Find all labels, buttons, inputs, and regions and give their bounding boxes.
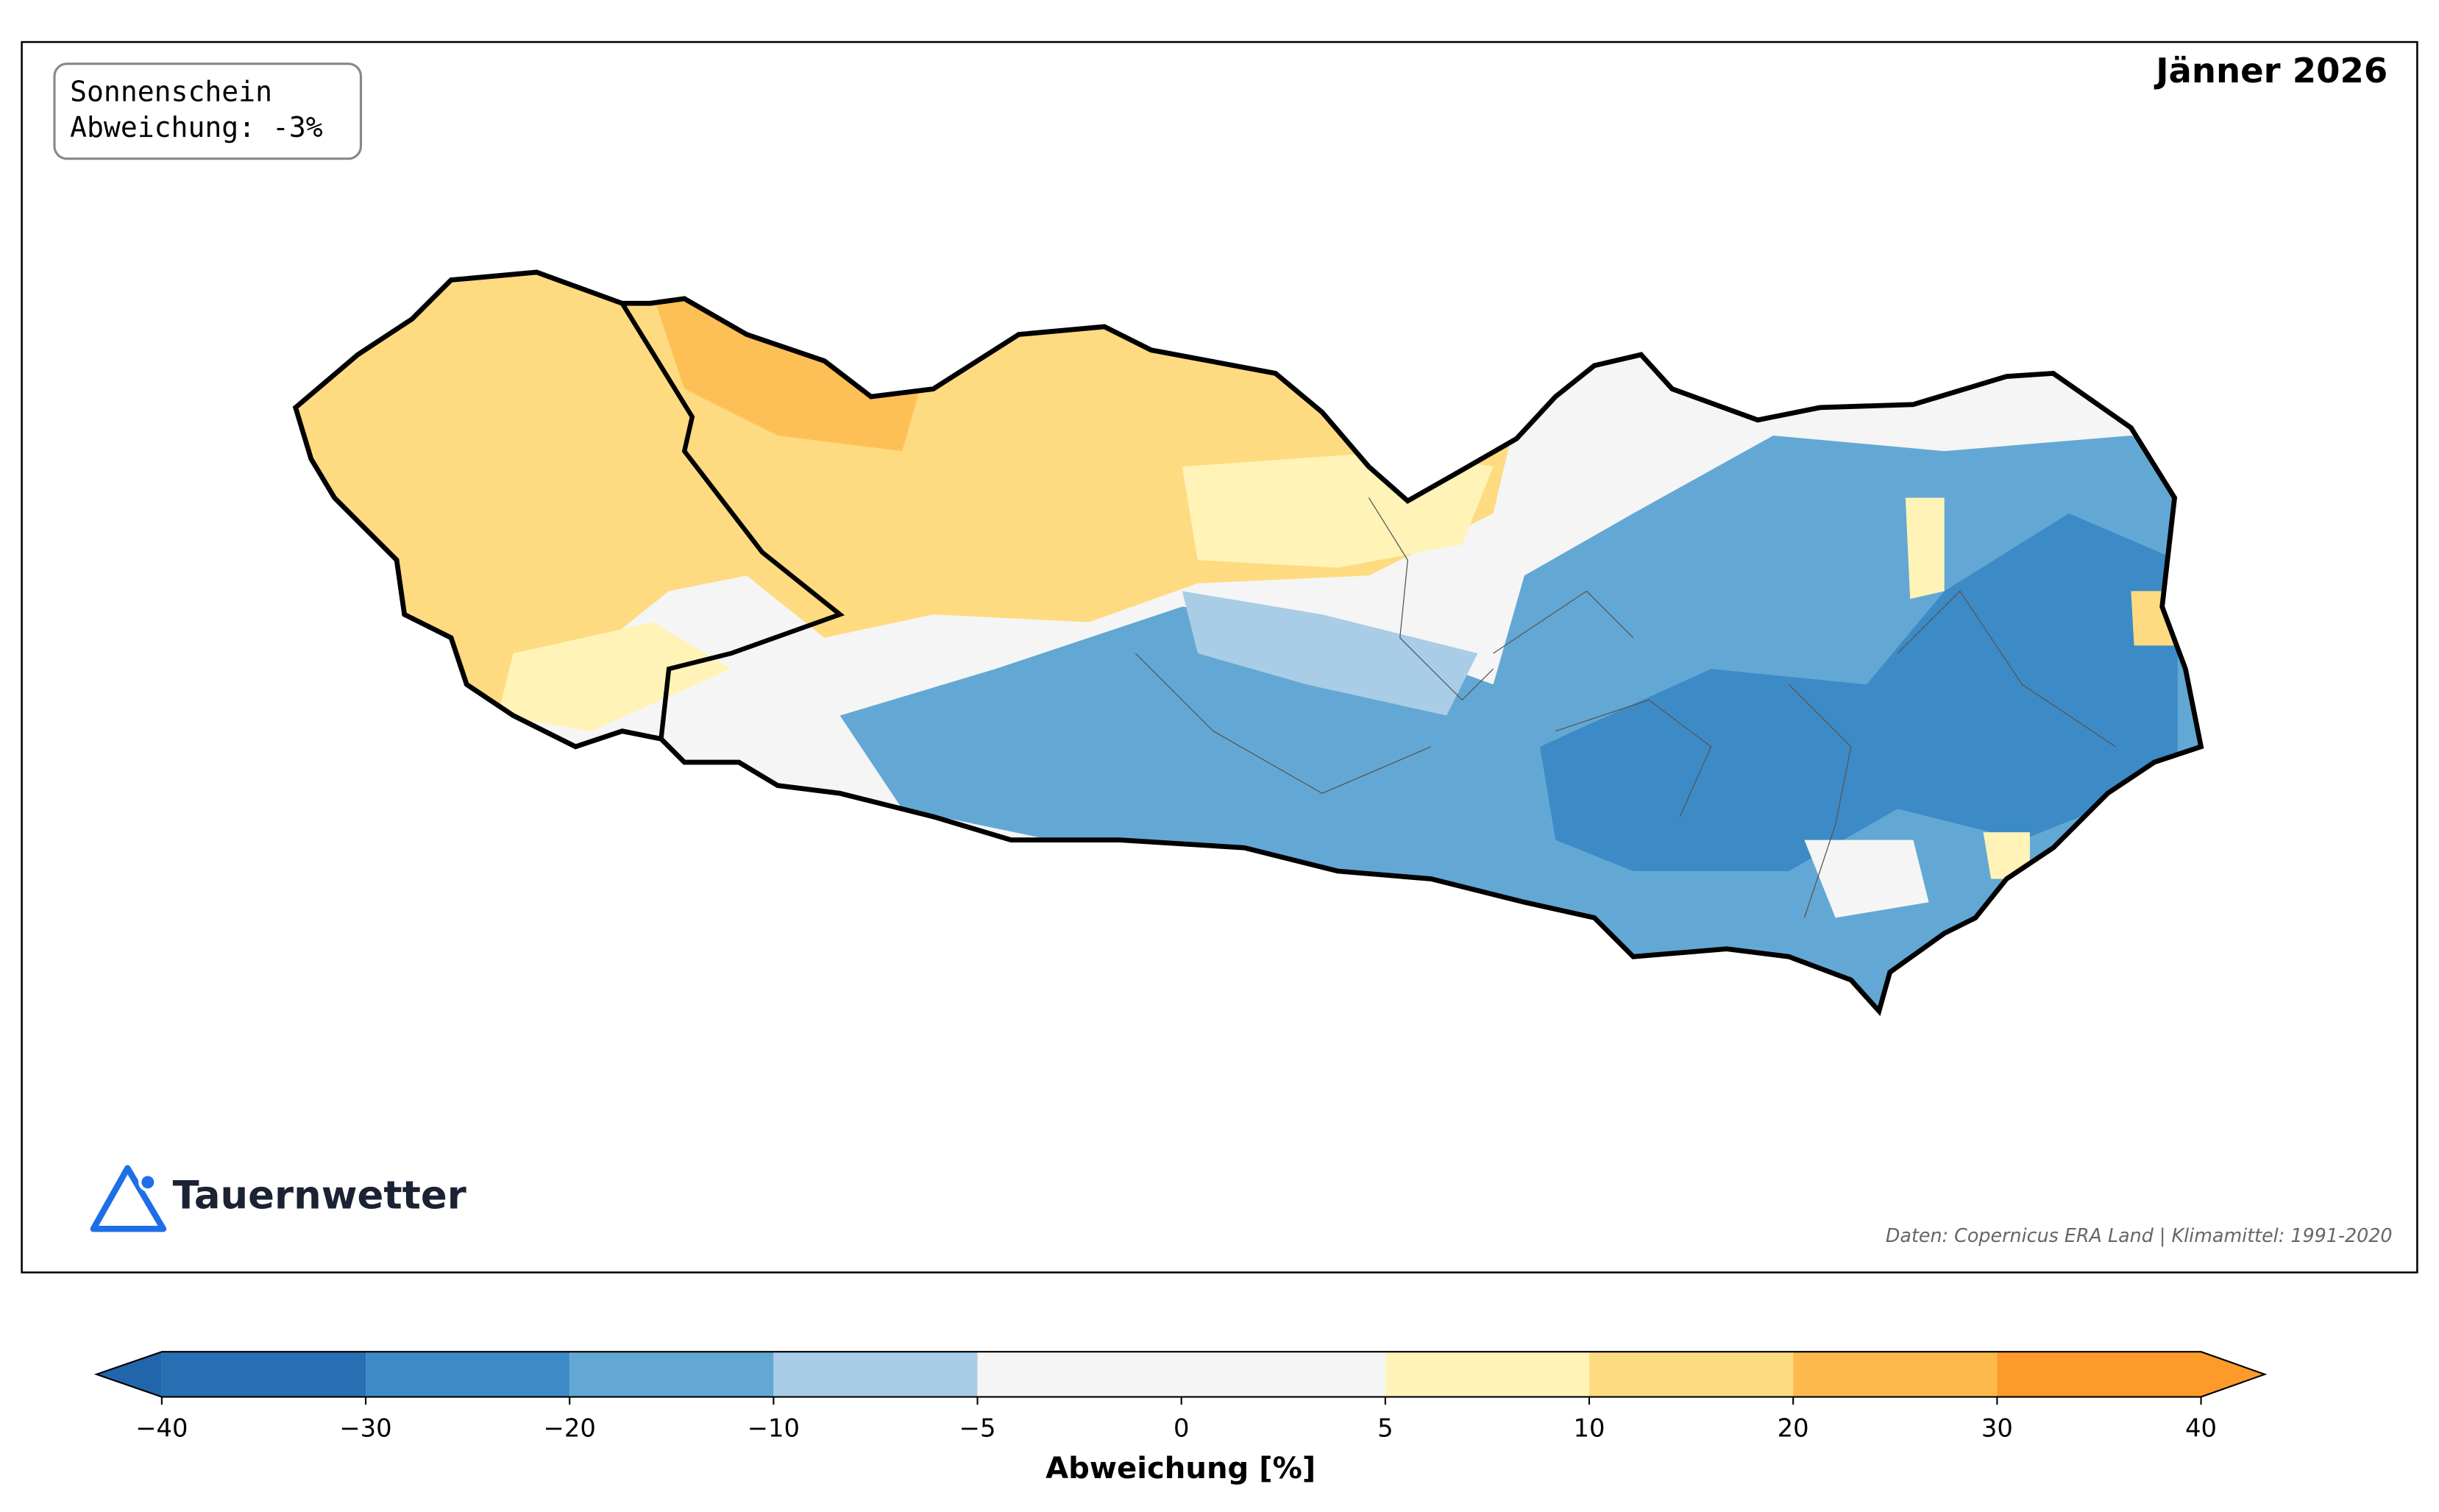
- logo-text: Tauernwetter: [173, 1174, 466, 1218]
- colorbar-over: [2201, 1352, 2265, 1397]
- colorbar-segment: [977, 1352, 1385, 1397]
- colorbar-segment: [1385, 1352, 1590, 1397]
- colorbar-segment: [773, 1352, 978, 1397]
- info-box: [53, 63, 363, 160]
- info-line: Sonnenschein: [70, 75, 272, 107]
- colorbar-segment: [1997, 1352, 2201, 1397]
- colorbar-tick-label: −5: [959, 1413, 996, 1442]
- colorbar-tick-label: 40: [2185, 1413, 2217, 1442]
- colorbar-tick-label: 0: [1174, 1413, 1190, 1442]
- colorbar-tick-label: 20: [1778, 1413, 1809, 1442]
- colorbar-under: [96, 1352, 162, 1397]
- colorbar-segment: [161, 1352, 366, 1397]
- colorbar-tick-label: 10: [1574, 1413, 1605, 1442]
- colorbar-segment: [1589, 1352, 1794, 1397]
- logo-icon: [90, 1165, 167, 1232]
- logo-dot: [138, 1173, 157, 1192]
- info-line: Abweichung: -3%: [70, 111, 323, 143]
- colorbar-tick-label: −30: [339, 1413, 391, 1442]
- source-note: Daten: Copernicus ERA Land | Klimamittel…: [1886, 1224, 2393, 1246]
- colorbar-tick-label: 5: [1377, 1413, 1394, 1442]
- state-border: [619, 302, 845, 739]
- colorbar-segment: [1793, 1352, 1998, 1397]
- colorbar: −40 −30 −20 −10 −5 0 5 10 20 30 40: [93, 1351, 2268, 1442]
- colorbar-segment: [366, 1352, 570, 1397]
- colorbar-tick-label: −20: [544, 1413, 596, 1442]
- colorbar-segment: [569, 1352, 774, 1397]
- colorbar-label: Abweichung [%]: [1045, 1452, 1316, 1486]
- colorbar-tick-label: −40: [135, 1413, 188, 1442]
- colorbar-tick-label: −10: [748, 1413, 800, 1442]
- district-borders: [1135, 497, 2116, 918]
- colorbar-tick-label: 30: [1981, 1413, 2013, 1442]
- map-title: Jänner 2026: [2154, 51, 2387, 90]
